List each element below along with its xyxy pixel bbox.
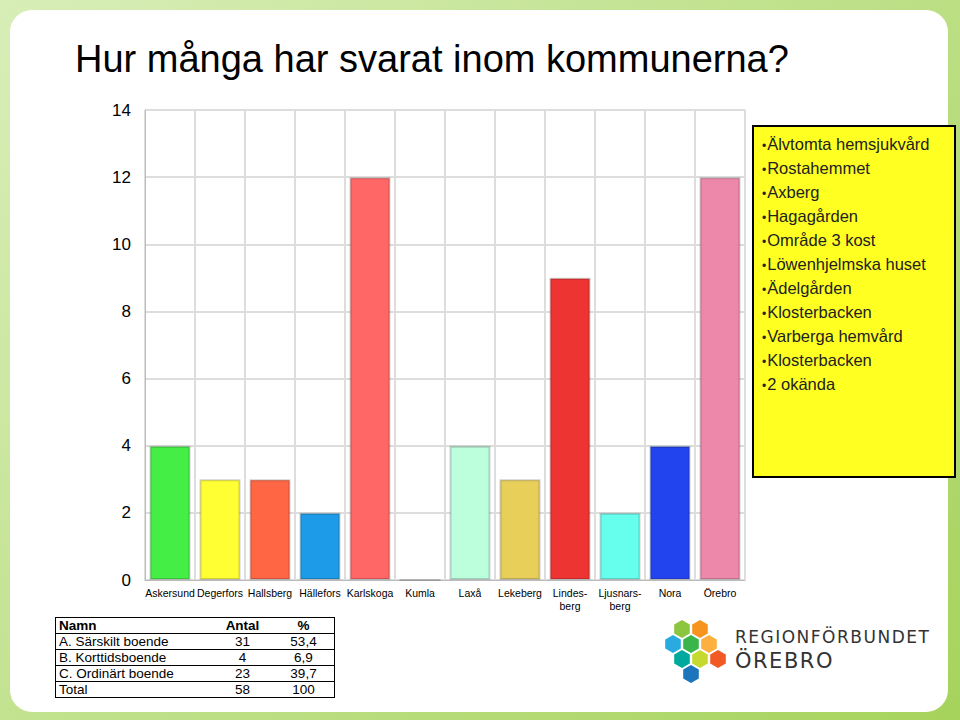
svg-text:14: 14 bbox=[112, 101, 131, 120]
html-text:39,7: 39,7 bbox=[290, 666, 317, 681]
html-text:Ädelgården: Ädelgården bbox=[767, 279, 852, 297]
svg-text:Nora: Nora bbox=[659, 587, 682, 599]
html-text:Klosterbacken: Klosterbacken bbox=[767, 351, 872, 369]
svg-text:Degerfors: Degerfors bbox=[197, 587, 243, 599]
html-text:4: 4 bbox=[238, 650, 247, 665]
svg-text:Lindes-: Lindes- bbox=[553, 587, 588, 599]
html-text:Område 3 kost: Område 3 kost bbox=[767, 231, 876, 249]
svg-text:Askersund: Askersund bbox=[145, 587, 195, 599]
svg-text:berg: berg bbox=[609, 600, 630, 612]
svg-text:berg: berg bbox=[559, 600, 580, 612]
html-text:Namn: Namn bbox=[59, 618, 97, 633]
svg-text:12: 12 bbox=[112, 168, 131, 187]
html-text:58: 58 bbox=[235, 682, 250, 697]
html-text:Axberg: Axberg bbox=[767, 183, 820, 201]
html-text:ÖREBRO: ÖREBRO bbox=[735, 649, 834, 673]
html-text:23: 23 bbox=[235, 666, 250, 681]
html-text:REGIONFÖRBUNDET: REGIONFÖRBUNDET bbox=[735, 627, 931, 647]
html-text:Total: Total bbox=[59, 682, 88, 697]
svg-text:Lekeberg: Lekeberg bbox=[498, 587, 542, 599]
html-text:6,9: 6,9 bbox=[294, 650, 313, 665]
svg-text:4: 4 bbox=[122, 436, 131, 455]
html-text:Löwenhjelmska huset: Löwenhjelmska huset bbox=[767, 255, 926, 273]
html-text:31: 31 bbox=[235, 634, 250, 649]
html-text:53,4: 53,4 bbox=[290, 634, 317, 649]
svg-text:Örebro: Örebro bbox=[704, 587, 737, 599]
html-text:C. Ordinärt boende: C. Ordinärt boende bbox=[59, 666, 174, 681]
svg-text:Hällefors: Hällefors bbox=[299, 587, 340, 599]
html-text:Älvtomta hemsjukvård: Älvtomta hemsjukvård bbox=[767, 135, 930, 153]
svg-text:Laxå: Laxå bbox=[459, 587, 482, 599]
html-text:100: 100 bbox=[292, 682, 315, 697]
html-text:Hagagården: Hagagården bbox=[767, 207, 858, 225]
svg-text:Kumla: Kumla bbox=[405, 587, 435, 599]
svg-text:2: 2 bbox=[122, 503, 131, 522]
html-text:2 okända: 2 okända bbox=[767, 375, 836, 393]
html-text:Antal: Antal bbox=[225, 618, 260, 633]
svg-text:8: 8 bbox=[122, 302, 131, 321]
html-text:Klosterbacken: Klosterbacken bbox=[767, 303, 872, 321]
html-text:B. Korttidsboende: B. Korttidsboende bbox=[59, 650, 167, 665]
html-text:Varberga hemvård: Varberga hemvård bbox=[767, 327, 903, 345]
svg-text:Hallsberg: Hallsberg bbox=[248, 587, 293, 599]
svg-text:10: 10 bbox=[112, 235, 131, 254]
html-text:Rostahemmet: Rostahemmet bbox=[767, 159, 870, 177]
svg-text:6: 6 bbox=[122, 369, 131, 388]
html-text:A. Särskilt boende: A. Särskilt boende bbox=[59, 634, 169, 649]
svg-text:Karlskoga: Karlskoga bbox=[347, 587, 394, 599]
svg-text:Ljusnars-: Ljusnars- bbox=[598, 587, 642, 599]
svg-text:0: 0 bbox=[122, 571, 131, 590]
html-text:Hur många har svarat inom komm: Hur många har svarat inom kommunerna? bbox=[75, 38, 789, 80]
